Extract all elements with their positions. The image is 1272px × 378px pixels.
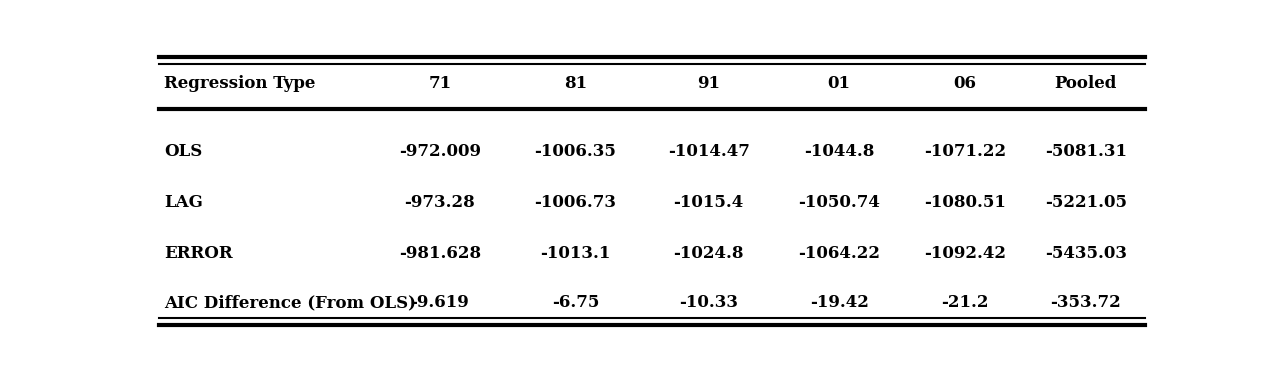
Text: -1092.42: -1092.42 [923, 245, 1006, 262]
Text: AIC Difference (From OLS): AIC Difference (From OLS) [164, 294, 416, 311]
Text: -972.009: -972.009 [399, 143, 481, 160]
Text: OLS: OLS [164, 143, 202, 160]
Text: -5081.31: -5081.31 [1044, 143, 1127, 160]
Text: -1013.1: -1013.1 [541, 245, 611, 262]
Text: -5435.03: -5435.03 [1044, 245, 1127, 262]
Text: -1015.4: -1015.4 [673, 194, 744, 211]
Text: 91: 91 [697, 75, 720, 92]
Text: -9.619: -9.619 [411, 294, 469, 311]
Text: Pooled: Pooled [1054, 75, 1117, 92]
Text: 01: 01 [828, 75, 851, 92]
Text: -1050.74: -1050.74 [799, 194, 880, 211]
Text: -981.628: -981.628 [399, 245, 481, 262]
Text: -1006.73: -1006.73 [534, 194, 617, 211]
Text: -21.2: -21.2 [941, 294, 988, 311]
Text: -19.42: -19.42 [810, 294, 869, 311]
Text: 06: 06 [954, 75, 977, 92]
Text: -6.75: -6.75 [552, 294, 599, 311]
Text: -1024.8: -1024.8 [673, 245, 744, 262]
Text: -10.33: -10.33 [679, 294, 738, 311]
Text: 81: 81 [563, 75, 588, 92]
Text: Regression Type: Regression Type [164, 75, 315, 92]
Text: -1071.22: -1071.22 [923, 143, 1006, 160]
Text: LAG: LAG [164, 194, 202, 211]
Text: -1044.8: -1044.8 [804, 143, 874, 160]
Text: -1080.51: -1080.51 [923, 194, 1006, 211]
Text: -1006.35: -1006.35 [534, 143, 617, 160]
Text: -1014.47: -1014.47 [668, 143, 749, 160]
Text: -353.72: -353.72 [1051, 294, 1121, 311]
Text: -973.28: -973.28 [404, 194, 476, 211]
Text: -1064.22: -1064.22 [799, 245, 880, 262]
Text: ERROR: ERROR [164, 245, 233, 262]
Text: 71: 71 [429, 75, 452, 92]
Text: -5221.05: -5221.05 [1044, 194, 1127, 211]
